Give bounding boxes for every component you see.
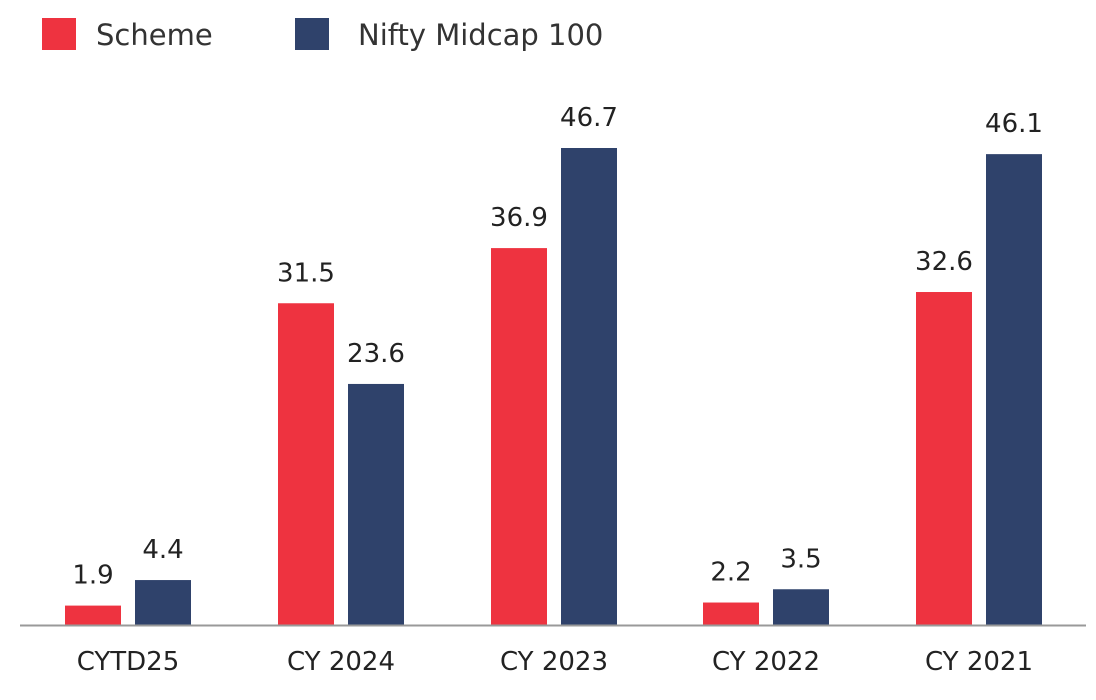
x-tick-labels: CYTD25 CY 2024 CY 2023 CY 2022 CY 2021 [77,647,1033,677]
value-label-index-4: 46.1 [985,109,1043,139]
bar-index-1 [348,383,404,625]
x-tick-label-0: CYTD25 [77,647,180,677]
legend-swatch-index [295,18,329,50]
x-tick-label-1: CY 2024 [287,647,395,677]
x-tick-label-3: CY 2022 [712,647,820,677]
bar-index-0 [135,580,191,625]
bar-scheme-4 [916,292,972,625]
value-labels: 1.9 4.4 31.5 23.6 36.9 46.7 2.2 3.5 32.6 46.1 [72,103,1043,591]
x-tick-label-2: CY 2023 [500,647,608,677]
value-label-scheme-0: 1.9 [72,561,113,591]
bar-index-4 [986,154,1042,625]
bars [65,148,1042,625]
bar-scheme-1 [278,303,334,625]
value-label-scheme-2: 36.9 [490,203,548,233]
value-label-index-0: 4.4 [142,535,183,565]
x-tick-label-4: CY 2021 [925,647,1033,677]
bar-scheme-3 [703,602,759,625]
legend-label-index: Nifty Midcap 100 [358,18,603,52]
bar-scheme-0 [65,605,121,625]
legend: Scheme Nifty Midcap 100 [42,18,603,52]
value-label-index-1: 23.6 [347,339,405,369]
value-label-index-2: 46.7 [560,103,618,133]
value-label-scheme-4: 32.6 [915,247,973,277]
value-label-scheme-3: 2.2 [710,558,751,588]
value-label-scheme-1: 31.5 [277,258,335,288]
legend-label-scheme: Scheme [96,18,213,52]
value-label-index-3: 3.5 [780,544,821,574]
bar-index-3 [773,589,829,625]
bar-index-2 [561,148,617,625]
bar-scheme-2 [491,248,547,625]
legend-swatch-scheme [42,18,76,50]
